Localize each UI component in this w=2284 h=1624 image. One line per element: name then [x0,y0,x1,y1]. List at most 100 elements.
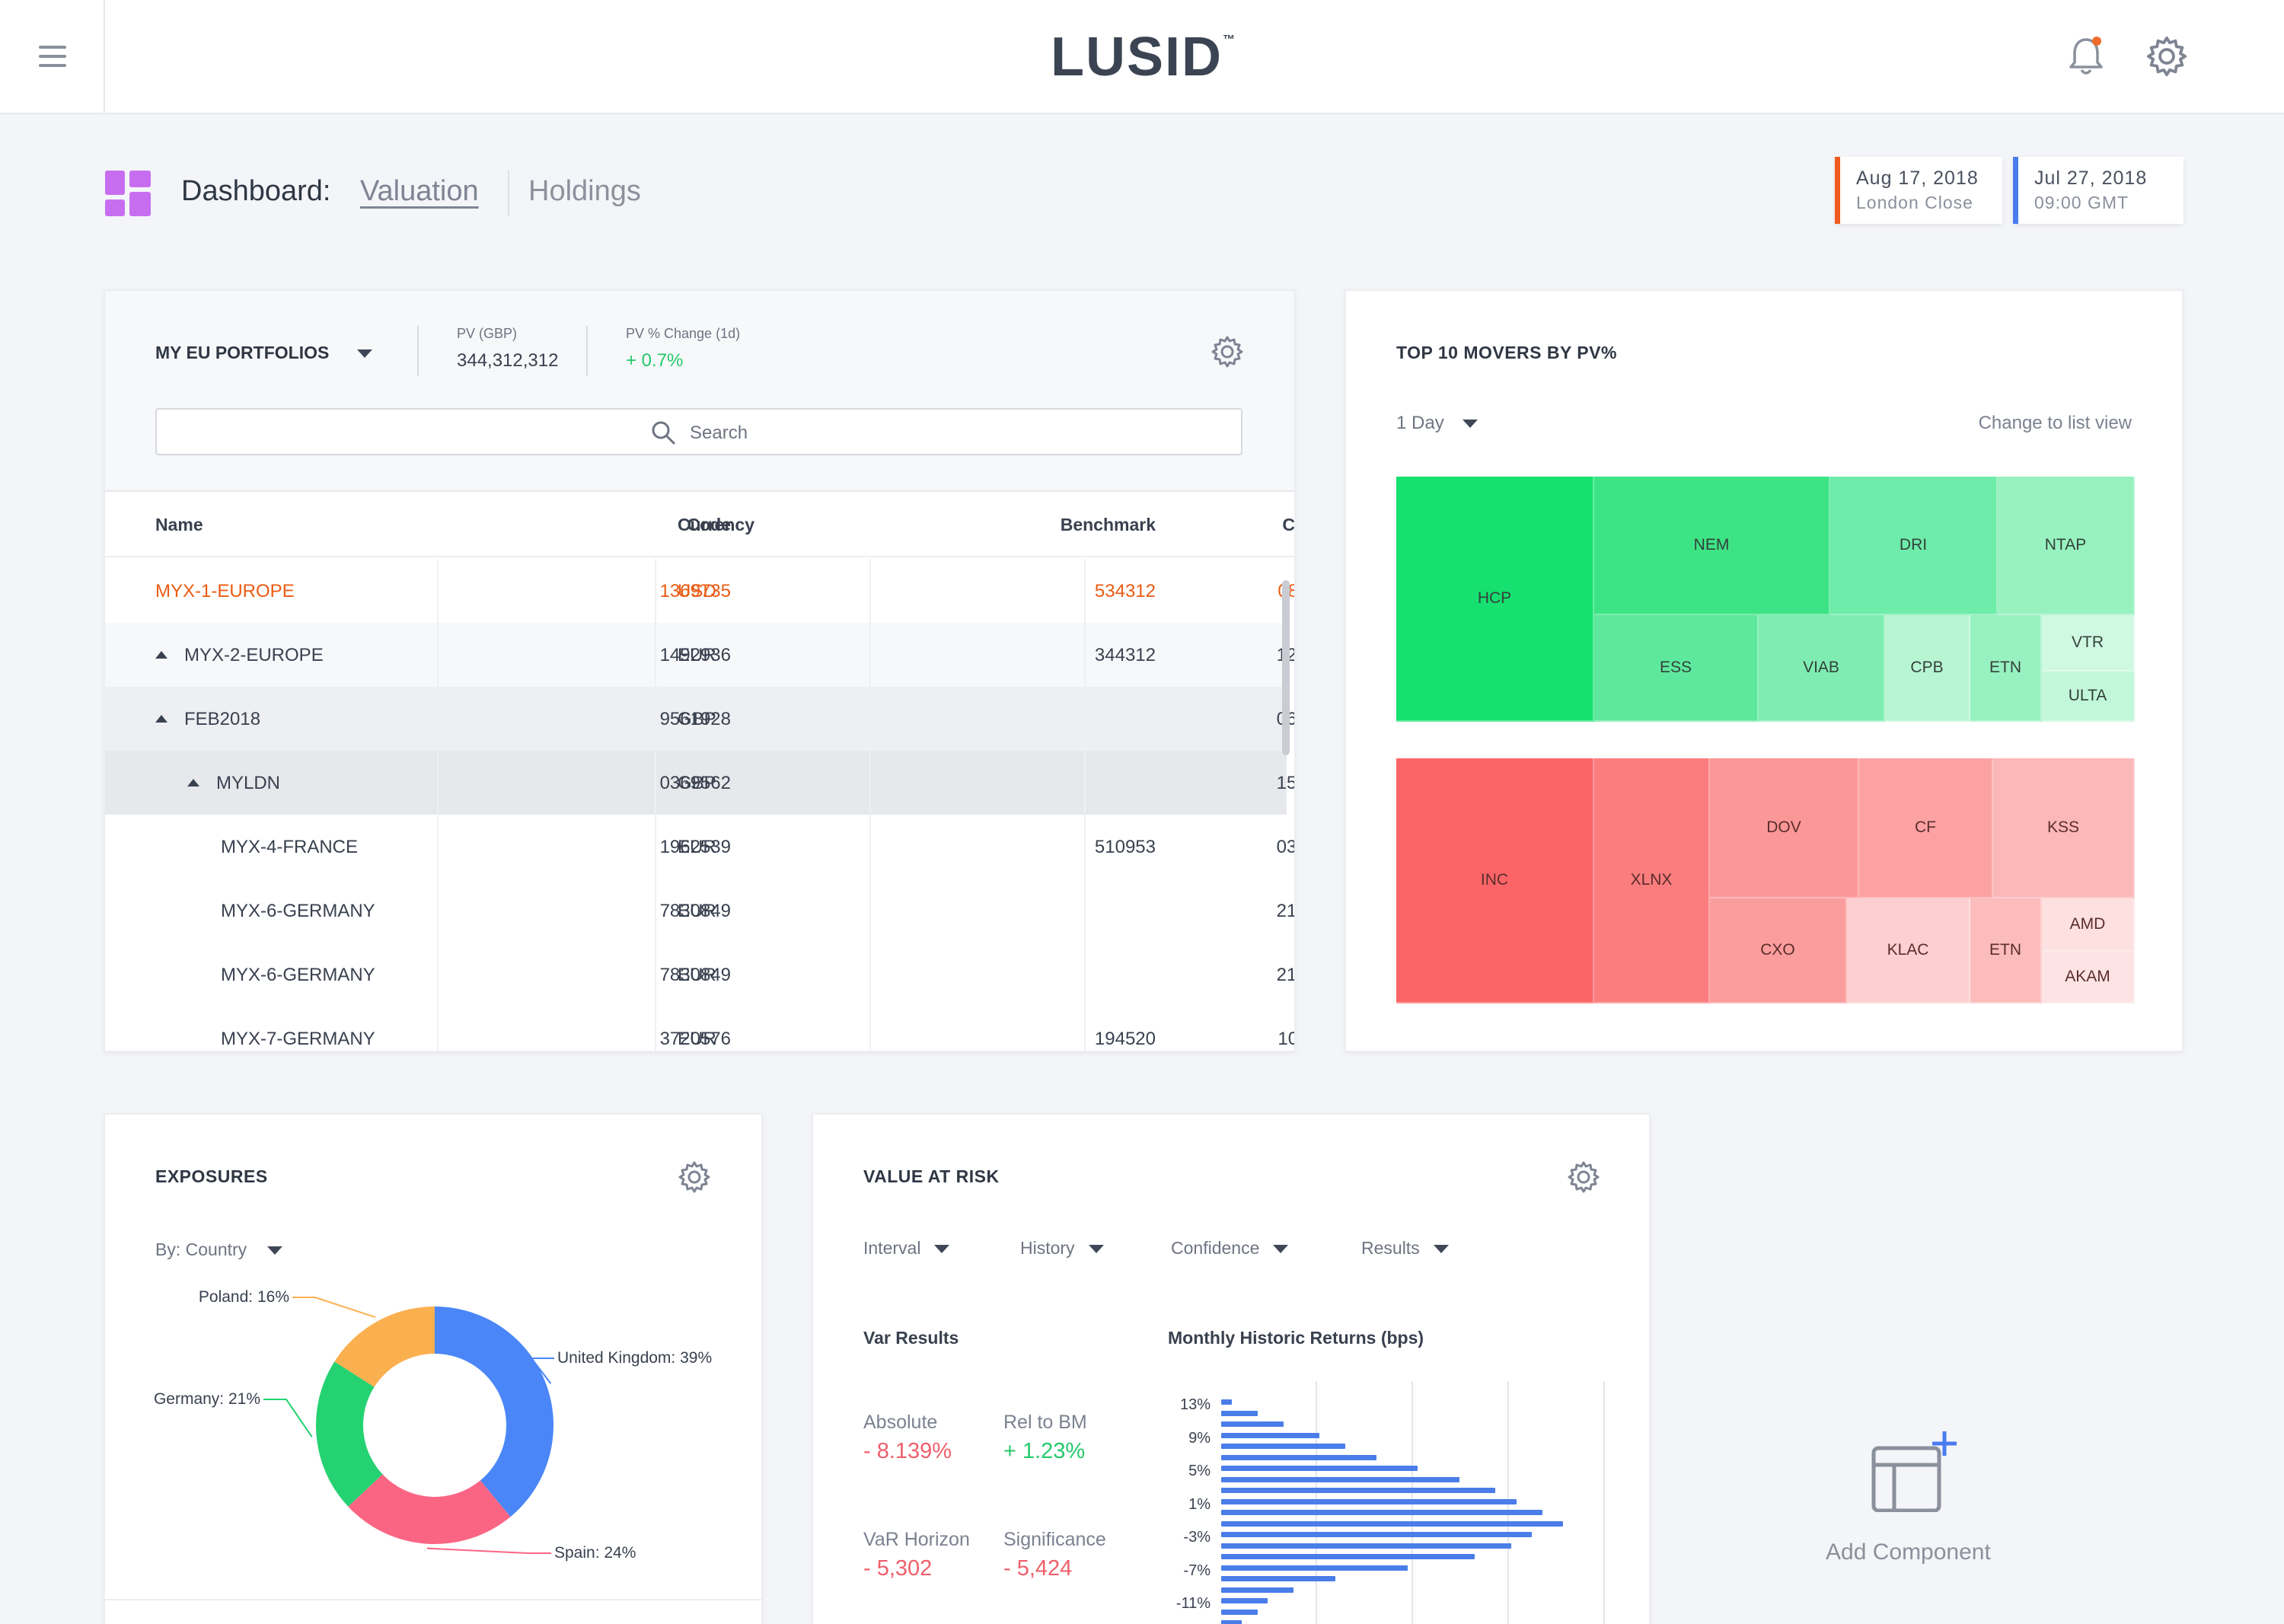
tab-valuation[interactable]: Valuation [360,175,479,207]
gainer-tile[interactable]: VTR [2042,615,2135,672]
row-name[interactable]: MYX-7-GERMANY [221,1029,375,1049]
loser-tile[interactable]: XLNX [1594,758,1710,1003]
loser-tile[interactable]: ETN [1970,898,2042,1003]
list-view-link[interactable]: Change to list view [1978,413,2132,433]
tab-holdings[interactable]: Holdings [528,175,641,207]
exposures-panel: EXPOSURES By: Country United Kingdom: 39… [104,1113,763,1624]
gainer-tile[interactable]: ESS [1594,615,1759,722]
row-divider [869,943,871,1007]
gainer-tile[interactable]: NTAP [1998,477,2135,615]
hamburger-icon[interactable] [39,46,66,67]
interval-select[interactable]: Interval [863,1238,950,1259]
gainer-tile[interactable]: HCP [1396,477,1594,722]
loser-tile[interactable]: AMD [2042,898,2135,952]
loser-tile[interactable]: AKAM [2042,952,2135,1003]
row-divider [869,751,871,815]
row-name[interactable]: MYLDN [187,773,280,794]
pv-value: 344,312,312 [457,350,559,371]
gear-icon[interactable] [1567,1160,1600,1194]
pv-change-label: PV % Change (1d) [626,326,741,341]
add-component-icon[interactable] [1871,1431,1957,1512]
row-name[interactable]: MYX-1-EUROPE [155,581,295,601]
column-header-name[interactable]: Name [155,515,203,534]
pv-change-value: + 0.7% [626,350,684,371]
row-created: 12.02.18 [1171,645,1294,666]
gear-icon[interactable] [1211,335,1244,369]
loser-tile[interactable]: DOV [1710,758,1859,898]
search-input[interactable]: Search [155,408,1242,455]
exposures-title: EXPOSURES [155,1166,268,1186]
row-currency: EUR [678,901,716,921]
metric-rel-bm-value: + 1.23% [1003,1439,1086,1463]
column-header-benchmark[interactable]: Benchmark [1060,515,1156,534]
column-header-created[interactable]: Created [1282,515,1295,534]
row-code: 1369735 [659,581,731,601]
search-icon [652,421,675,445]
row-benchmark: 510953 [1094,837,1156,857]
row-code: 9561928 [659,709,731,729]
gear-icon[interactable] [2145,35,2188,78]
donut-slice[interactable] [316,1361,383,1507]
histogram-bar [1221,1598,1268,1603]
histogram-bar [1221,1466,1418,1471]
histogram-bar [1221,1609,1258,1615]
gainer-tile[interactable]: ULTA [2042,672,2135,722]
expand-toggle-icon[interactable] [155,715,167,723]
row-code: 7830849 [659,901,731,921]
date-card-time[interactable]: Jul 27, 2018 09:00 GMT [2013,157,2184,224]
gainer-tile[interactable]: NEM [1594,477,1830,615]
donut-slice[interactable] [334,1307,435,1387]
loser-tile[interactable]: CF [1859,758,1993,898]
add-component-label[interactable]: Add Component [1826,1539,1991,1565]
row-currency: USD [678,581,716,601]
row-divider [655,815,656,879]
history-select[interactable]: History [1020,1238,1104,1259]
row-currency: EUR [678,837,716,857]
portfolio-selector[interactable]: MY EU PORTFOLIOS [155,343,372,363]
row-divider [655,879,656,943]
confidence-select[interactable]: Confidence [1171,1238,1289,1259]
donut-slice[interactable] [348,1474,511,1544]
period-select[interactable]: 1 Day [1396,413,1479,434]
loser-tile[interactable]: KSS [1993,758,2135,898]
donut-leader-line [529,1358,554,1384]
date-card-close[interactable]: Aug 17, 2018 London Close [1835,157,2002,224]
exposure-grouping-select[interactable]: By: Country [155,1240,282,1260]
expand-toggle-icon[interactable] [155,651,167,659]
gainer-tile[interactable]: CPB [1885,615,1970,722]
table-scrollbar[interactable] [1282,580,1290,755]
histogram-tick-label: 13% [1179,1396,1211,1413]
metric-horizon-label: VaR Horizon [863,1529,970,1550]
row-name[interactable]: MYX-4-FRANCE [221,837,359,857]
chevron-down-icon [1433,1245,1449,1254]
expand-toggle-icon[interactable] [187,779,199,786]
gainer-tile[interactable]: DRI [1830,477,1998,615]
loser-tile[interactable]: KLAC [1847,898,1970,1003]
loser-tile[interactable]: CXO [1710,898,1847,1003]
gainer-tile[interactable]: ETN [1970,615,2042,722]
column-header-code[interactable]: Code [687,515,732,534]
row-name[interactable]: FEB2018 [155,709,260,730]
gear-icon[interactable] [678,1160,711,1194]
portfolio-header: MY EU PORTFOLIOS PV (GBP) 344,312,312 PV… [105,291,1294,492]
metric-absolute-value: - 8.139% [863,1439,952,1463]
row-divider [655,1007,656,1051]
bell-icon[interactable] [2065,34,2107,79]
column-header-currency[interactable]: Currency [678,515,754,534]
row-name[interactable]: MYX-2-EUROPE [155,645,324,666]
loser-tile[interactable]: INC [1396,758,1594,1003]
row-name[interactable]: MYX-6-GERMANY [221,901,375,921]
results-select[interactable]: Results [1361,1238,1449,1259]
row-divider [655,751,656,815]
row-name[interactable]: MYX-6-GERMANY [221,965,375,985]
gainer-tile[interactable]: VIAB [1759,615,1885,722]
donut-slice[interactable] [435,1307,554,1517]
